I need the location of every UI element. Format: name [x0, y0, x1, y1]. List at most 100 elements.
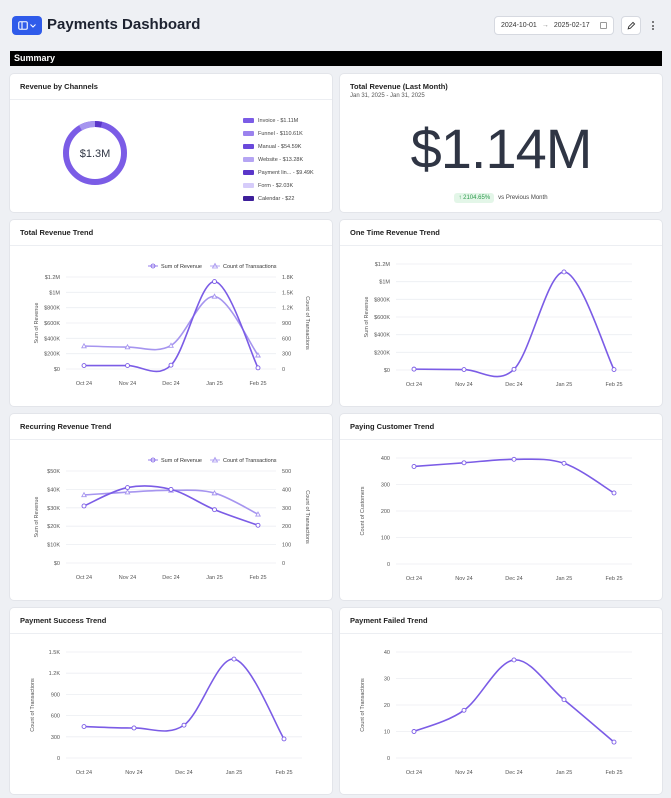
donut-slice-funnel[interactable]	[78, 121, 96, 131]
data-point[interactable]	[411, 729, 417, 734]
data-point[interactable]	[81, 503, 87, 509]
y-tick-label: $10K	[47, 543, 60, 549]
y-tick-label: $50K	[47, 469, 60, 475]
x-tick-label: Oct 24	[76, 770, 92, 776]
data-point[interactable]	[81, 724, 87, 730]
data-point[interactable]	[81, 342, 87, 349]
paying-customer-trend-card: Paying Customer Trend 0 100 200 300 400 Count…	[340, 414, 662, 600]
date-range-picker[interactable]: 2024-10-01 → 2025-02-17	[494, 16, 614, 35]
y-tick-label: $800K	[374, 297, 390, 303]
chart-legend-label[interactable]: Sum of Revenue	[161, 458, 202, 464]
data-point[interactable]	[212, 507, 217, 513]
data-point[interactable]	[168, 342, 174, 348]
data-point[interactable]	[211, 489, 218, 496]
header: Payments Dashboard 2024-10-01 → 2025-02-…	[0, 0, 671, 50]
y-tick-label: $0	[384, 368, 390, 374]
x-tick-label: Jan 25	[206, 381, 223, 387]
data-point[interactable]	[561, 269, 567, 275]
data-point[interactable]	[81, 363, 87, 369]
edit-button[interactable]	[621, 16, 641, 35]
data-point[interactable]	[124, 489, 131, 495]
card-title: Paying Customer Trend	[350, 422, 435, 431]
data-point[interactable]	[461, 367, 467, 373]
donut-slice-manual[interactable]	[94, 121, 103, 128]
data-point[interactable]	[511, 657, 517, 663]
data-point[interactable]	[211, 293, 218, 299]
data-point[interactable]	[611, 367, 617, 373]
change-badge: ↑ 2104.65%	[454, 193, 495, 203]
data-point[interactable]	[461, 707, 467, 713]
chart-legend-label[interactable]: Count of Transactions	[223, 264, 277, 270]
chart-legend-label[interactable]: Sum of Revenue	[161, 264, 202, 270]
x-tick-label: Oct 24	[406, 382, 422, 388]
y-tick-label: $30K	[47, 506, 60, 512]
data-point[interactable]	[281, 736, 287, 742]
legend-item[interactable]: Payment lin... - $9.49K	[243, 166, 314, 179]
y-tick-label: $0	[54, 367, 60, 373]
data-point[interactable]	[255, 352, 261, 358]
data-point[interactable]	[255, 511, 261, 517]
data-point[interactable]	[181, 722, 187, 728]
data-point[interactable]	[168, 362, 174, 368]
x-tick-label: Feb 25	[249, 381, 266, 387]
data-point[interactable]	[611, 739, 617, 745]
data-point[interactable]	[255, 365, 261, 371]
data-point[interactable]	[125, 363, 130, 369]
legend-item[interactable]: Invoice - $1.11M	[243, 114, 314, 127]
data-point[interactable]	[411, 464, 417, 469]
y-axis-label: Count of Transactions	[360, 678, 366, 732]
dashboard-menu-button[interactable]	[12, 16, 42, 35]
series-line[interactable]	[413, 458, 615, 494]
y-axis-label: Count of Transactions	[30, 678, 36, 732]
series-line[interactable]	[413, 659, 615, 743]
series-line[interactable]	[83, 280, 259, 373]
y-tick-label: $600K	[44, 321, 60, 327]
data-point[interactable]	[461, 460, 467, 466]
series-line[interactable]	[413, 271, 615, 378]
x-tick-label: Dec 24	[175, 770, 192, 776]
data-point[interactable]	[131, 725, 137, 731]
y-tick-label: 100	[381, 536, 390, 542]
pencil-icon	[627, 21, 635, 30]
data-point[interactable]	[411, 366, 417, 372]
chart-legend-label[interactable]: Count of Transactions	[223, 458, 277, 464]
total-revenue-card: Total Revenue (Last Month) Jan 31, 2025 …	[340, 74, 662, 212]
y-right-tick-label: 1.2K	[282, 306, 294, 312]
data-point[interactable]	[561, 460, 567, 466]
data-point[interactable]	[125, 485, 130, 491]
legend-item[interactable]: Website - $13.28K	[243, 153, 314, 166]
x-tick-label: Nov 24	[119, 575, 136, 581]
data-point[interactable]	[81, 491, 87, 498]
x-tick-label: Nov 24	[455, 576, 472, 582]
legend-item[interactable]: Funnel - $110.61K	[243, 127, 314, 140]
more-options-button[interactable]	[647, 16, 659, 35]
data-point[interactable]	[511, 456, 517, 462]
legend-swatch	[243, 118, 254, 123]
legend-item[interactable]: Manual - $54.59K	[243, 140, 314, 153]
x-tick-label: Jan 25	[556, 576, 573, 582]
data-point[interactable]	[168, 486, 174, 492]
legend-item[interactable]: Calendar - $22	[243, 192, 314, 205]
data-point[interactable]	[561, 697, 567, 703]
card-divider	[340, 439, 662, 440]
data-point[interactable]	[231, 656, 237, 662]
revenue-by-channels-card: Revenue by Channels $1.3M Invoice - $1.1…	[10, 74, 332, 212]
y-right-axis-label: Count of Transactions	[304, 296, 310, 350]
recurring-revenue-trend-card: Recurring Revenue Trend $0 $10K $20K $30K $4…	[10, 414, 332, 600]
data-point[interactable]	[611, 490, 617, 496]
data-point[interactable]	[255, 522, 261, 528]
data-point[interactable]	[124, 343, 131, 350]
y-tick-label: $400K	[44, 336, 60, 342]
y-tick-label: $1.2M	[375, 262, 391, 268]
card-divider	[10, 99, 332, 100]
x-tick-label: Nov 24	[125, 770, 142, 776]
data-point[interactable]	[212, 279, 217, 285]
legend-label: Website - $13.28K	[258, 156, 304, 163]
data-point[interactable]	[511, 366, 517, 372]
card-title: Payment Failed Trend	[350, 616, 428, 625]
payment-success-trend-card: Payment Success Trend 0 300 600 900 1.2K 1.5K…	[10, 608, 332, 794]
x-tick-label: Nov 24	[119, 381, 136, 387]
legend-item[interactable]: Form - $2.03K	[243, 179, 314, 192]
y-right-tick-label: 1.8K	[282, 275, 294, 281]
series-line[interactable]	[83, 658, 285, 740]
